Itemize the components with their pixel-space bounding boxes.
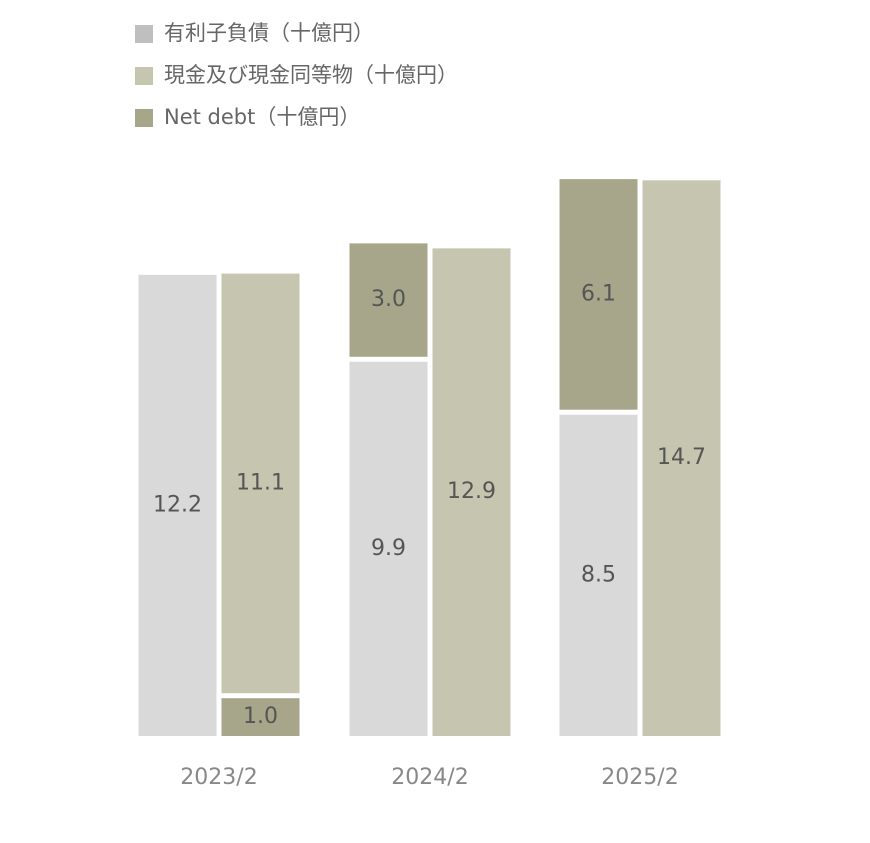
bar-segment: [559, 179, 638, 410]
value-label: 8.5: [581, 562, 616, 587]
legend-swatch: [135, 109, 153, 127]
legend-label: 現金及び現金同等物（十億円）: [164, 63, 458, 87]
value-label: 6.1: [581, 281, 616, 306]
bar-segment: [221, 273, 300, 694]
bar-segment: [432, 248, 511, 736]
value-label: 9.9: [371, 536, 406, 561]
value-label: 3.0: [371, 287, 406, 312]
bar-segment: [221, 698, 300, 736]
value-label: 11.1: [236, 470, 285, 495]
x-tick-label: 2024/2: [391, 765, 468, 790]
bar-segment: [349, 361, 428, 736]
value-label: 12.2: [153, 492, 202, 517]
bar-segment: [559, 414, 638, 736]
value-label: 14.7: [657, 445, 706, 470]
value-label: 1.0: [243, 704, 278, 729]
legend-swatch: [135, 25, 153, 43]
legend-swatch: [135, 67, 153, 85]
value-label: 12.9: [447, 479, 496, 504]
legend-label: Net debt（十億円）: [164, 105, 360, 129]
x-tick-label: 2023/2: [180, 765, 257, 790]
bar-segment: [349, 243, 428, 357]
legend-label: 有利子負債（十億円）: [164, 21, 374, 45]
x-tick-label: 2025/2: [601, 765, 678, 790]
bar-segment: [642, 180, 721, 737]
bar-segment: [138, 274, 217, 736]
